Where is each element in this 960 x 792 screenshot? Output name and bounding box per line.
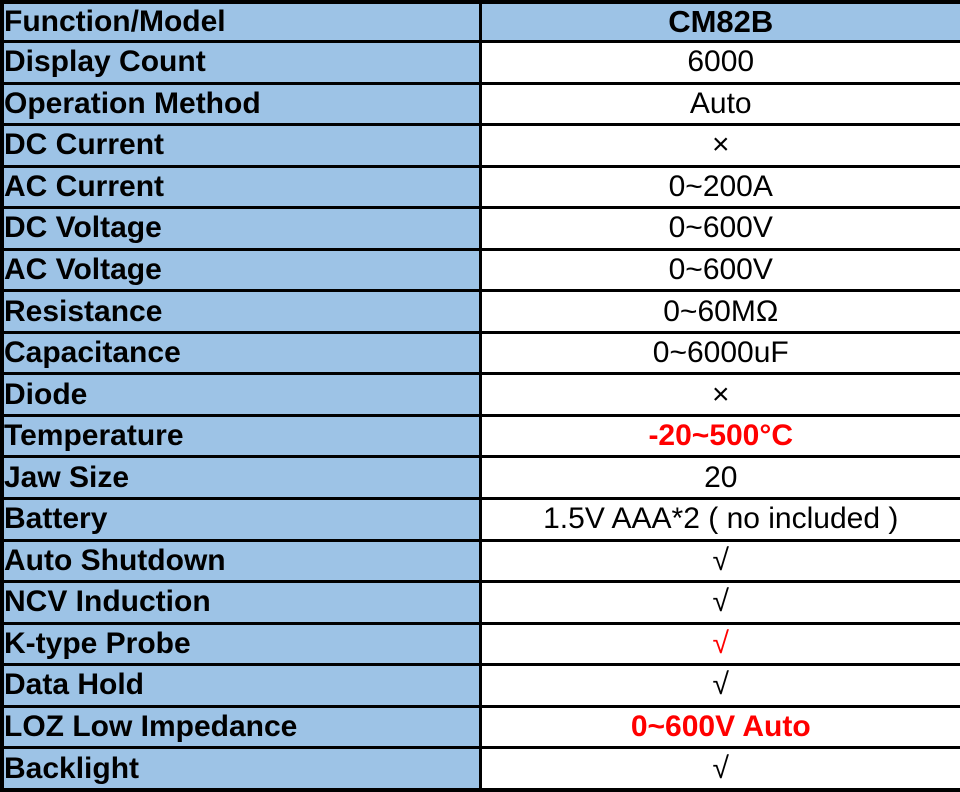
spec-table-body: Display Count 6000 Operation Method Auto DC …	[0, 40, 960, 792]
table-row: Operation Method Auto	[0, 81, 960, 127]
row-value: Auto	[478, 81, 960, 127]
table-row: NCV Induction √	[0, 580, 960, 625]
row-value: √	[478, 663, 960, 708]
row-label: Battery	[0, 497, 482, 542]
row-label: Operation Method	[0, 81, 482, 127]
table-row: K-type Probe √	[0, 621, 960, 667]
table-row: Backlight √	[0, 746, 960, 792]
row-value: 0~200A	[478, 164, 960, 210]
row-value: 20	[478, 455, 960, 500]
row-label: Display Count	[0, 40, 482, 85]
row-label: Backlight	[0, 746, 482, 792]
table-row: Diode ×	[0, 372, 960, 417]
row-value: √	[478, 538, 960, 584]
row-label: Capacitance	[0, 330, 482, 376]
table-row: Data Hold √	[0, 663, 960, 708]
row-value: √	[478, 621, 960, 667]
row-label: Jaw Size	[0, 455, 482, 500]
row-label: DC Current	[0, 123, 482, 168]
spec-table-header: Function/Model CM82B	[0, 0, 960, 43]
table-row: LOZ Low Impedance 0~600V Auto	[0, 704, 960, 750]
row-value: ×	[478, 372, 960, 417]
row-label: Data Hold	[0, 663, 482, 708]
table-row: AC Current 0~200A	[0, 164, 960, 210]
table-row: AC Voltage 0~600V	[0, 247, 960, 293]
table-row: Display Count 6000	[0, 40, 960, 85]
row-value: 0~600V Auto	[478, 704, 960, 750]
row-value: √	[478, 580, 960, 625]
table-row: DC Voltage 0~600V	[0, 206, 960, 251]
row-value: 0~600V	[478, 206, 960, 251]
row-label: Resistance	[0, 289, 482, 334]
row-label: AC Current	[0, 164, 482, 210]
table-row: DC Current ×	[0, 123, 960, 168]
table-row: Capacitance 0~6000uF	[0, 330, 960, 376]
row-label: AC Voltage	[0, 247, 482, 293]
row-label: NCV Induction	[0, 580, 482, 625]
row-value: 6000	[478, 40, 960, 85]
header-function-model: Function/Model	[0, 0, 482, 43]
row-value: 0~600V	[478, 247, 960, 293]
row-value: √	[478, 746, 960, 792]
table-row: Battery 1.5V AAA*2 ( no included )	[0, 497, 960, 542]
table-row: Auto Shutdown √	[0, 538, 960, 584]
header-model-name: CM82B	[478, 0, 960, 43]
row-label: Auto Shutdown	[0, 538, 482, 584]
table-row: Temperature -20~500°C	[0, 413, 960, 459]
row-value: -20~500°C	[478, 413, 960, 459]
row-label: DC Voltage	[0, 206, 482, 251]
row-label: K-type Probe	[0, 621, 482, 667]
table-row: Resistance 0~60MΩ	[0, 289, 960, 334]
row-value: 0~6000uF	[478, 330, 960, 376]
row-label: Temperature	[0, 413, 482, 459]
row-value: 0~60MΩ	[478, 289, 960, 334]
header-row: Function/Model CM82B	[0, 0, 960, 43]
table-row: Jaw Size 20	[0, 455, 960, 500]
row-label: Diode	[0, 372, 482, 417]
row-value: 1.5V AAA*2 ( no included )	[478, 497, 960, 542]
row-label: LOZ Low Impedance	[0, 704, 482, 750]
row-value: ×	[478, 123, 960, 168]
